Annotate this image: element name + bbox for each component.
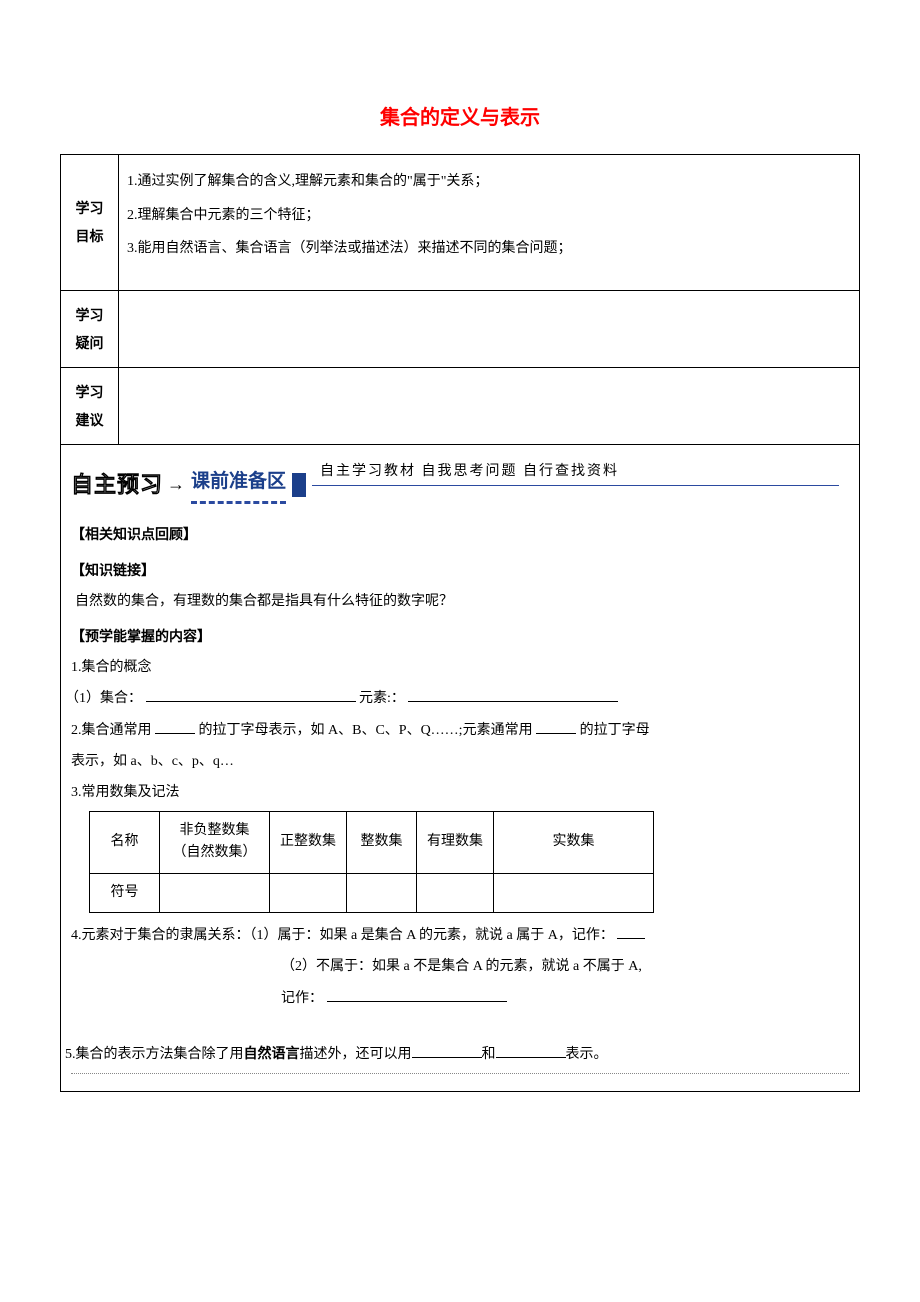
label-goals: 学习 目标 (61, 155, 119, 291)
prep-badge: 自主预习 (71, 465, 163, 505)
label-suggest: 学习 建议 (61, 367, 119, 444)
numsets-row-head: 名称 非负整数集 （自然数集） 正整数集 整数集 有理数集 实数集 (90, 812, 654, 874)
goal-2: 2.理解集合中元素的三个特征； (127, 199, 851, 233)
blank-set (146, 687, 356, 702)
ns-col-1: 正整数集 (270, 812, 347, 874)
ns-col-3: 有理数集 (417, 812, 494, 874)
ns-col-4: 实数集 (494, 812, 654, 874)
row-suggest: 学习 建议 (61, 367, 860, 444)
ns-col-2: 整数集 (347, 812, 417, 874)
goals-cell: 1.通过实例了解集合的含义,理解元素和集合的"属于"关系； 2.理解集合中元素的… (119, 155, 860, 291)
arrow-icon: → (167, 468, 185, 500)
ns-sym-4 (494, 873, 654, 912)
s2-mid: 的拉丁字母表示，如 A、B、C、P、Q……;元素通常用 (199, 723, 533, 738)
s4a-text: 4.元素对于集合的隶属关系：（1）属于：如果 a 是集合 A 的元素，就说 a … (71, 928, 614, 943)
line-1a: （1）集合： 元素:： (65, 686, 849, 711)
sec-review: 【相关知识点回顾】 (71, 522, 849, 547)
ns-sym-1 (270, 873, 347, 912)
blank-latin2 (536, 718, 576, 733)
ns-sym-2 (347, 873, 417, 912)
prep-line (312, 485, 839, 486)
suggest-cell (119, 367, 860, 444)
row-main: 自主预习 → 课前准备区 自主学习教材 自我思考问题 自行查找资料 【相关知识点… (61, 444, 860, 1091)
ns-sym-0 (160, 873, 270, 912)
blank-elem (408, 687, 618, 702)
page-title: 集合的定义与表示 (60, 100, 860, 136)
s2-post: 的拉丁字母 (580, 723, 650, 738)
line-4b: （2）不属于：如果 a 不是集合 A 的元素，就说 a 不属于 A, (71, 954, 849, 979)
line-2b: 表示，如 a、b、c、p、q… (71, 749, 849, 774)
s1a-mid: 元素:： (359, 691, 405, 706)
doubts-cell (119, 290, 860, 367)
link-body: 自然数的集合，有理数的集合都是指具有什么特征的数字呢？ (71, 589, 849, 614)
line-4a: 4.元素对于集合的隶属关系：（1）属于：如果 a 是集合 A 的元素，就说 a … (71, 923, 849, 948)
s1a-pre: （1）集合： (65, 691, 142, 706)
main-cell: 自主预习 → 课前准备区 自主学习教材 自我思考问题 自行查找资料 【相关知识点… (61, 444, 860, 1091)
blank-latin1 (155, 718, 195, 733)
goal-1: 1.通过实例了解集合的含义,理解元素和集合的"属于"关系； (127, 165, 851, 199)
goal-spacer (127, 266, 851, 280)
line-5: 5.集合的表示方法集合除了用自然语言描述外，还可以用 和 表示。 (65, 1041, 849, 1067)
ns-h-name: 名称 (90, 812, 160, 874)
page: 集合的定义与表示 学习 目标 1.通过实例了解集合的含义,理解元素和集合的"属于… (0, 0, 920, 1152)
ns-col-0: 非负整数集 （自然数集） (160, 812, 270, 874)
line-4c: 记作： (71, 986, 849, 1011)
numsets-row-sym: 符号 (90, 873, 654, 912)
prep-banner: 自主预习 → 课前准备区 自主学习教材 自我思考问题 自行查找资料 (71, 465, 849, 505)
goal-3: 3.能用自然语言、集合语言（列举法或描述法）来描述不同的集合问题； (127, 232, 851, 266)
prep-box-icon (292, 473, 306, 497)
footer-rule (71, 1073, 849, 1074)
prep-line-wrap: 自主学习教材 自我思考问题 自行查找资料 (312, 473, 849, 497)
row-goals: 学习 目标 1.通过实例了解集合的含义,理解元素和集合的"属于"关系； 2.理解… (61, 155, 860, 291)
sec-prelearn: 【预学能掌握的内容】 (71, 624, 849, 649)
blank-rep1 (412, 1042, 482, 1057)
line-3: 3.常用数集及记法 (71, 780, 849, 805)
line-1: 1.集合的概念 (71, 655, 849, 680)
s2-pre: 2.集合通常用 (71, 723, 152, 738)
row-doubts: 学习 疑问 (61, 290, 860, 367)
prep-sub: 自主学习教材 自我思考问题 自行查找资料 (320, 459, 619, 484)
s5-post: 表示。 (566, 1047, 608, 1062)
outer-table: 学习 目标 1.通过实例了解集合的含义,理解元素和集合的"属于"关系； 2.理解… (60, 154, 860, 1092)
s5-mid1: 描述外，还可以用 (300, 1047, 412, 1062)
blank-belong (617, 924, 645, 939)
s5-pre: 5.集合的表示方法集合除了用 (65, 1047, 244, 1062)
s5-mid2: 和 (482, 1047, 496, 1062)
prep-title: 课前准备区 (191, 465, 286, 504)
ns-sym-3 (417, 873, 494, 912)
ns-sym-name: 符号 (90, 873, 160, 912)
s5-bold: 自然语言 (244, 1045, 300, 1061)
blank-notbelong (327, 986, 507, 1001)
label-doubts: 学习 疑问 (61, 290, 119, 367)
spacer-4-5 (71, 1017, 849, 1035)
blank-rep2 (496, 1042, 566, 1057)
line-2: 2.集合通常用 的拉丁字母表示，如 A、B、C、P、Q……;元素通常用 的拉丁字… (71, 718, 849, 743)
numsets-table: 名称 非负整数集 （自然数集） 正整数集 整数集 有理数集 实数集 符号 (89, 811, 654, 913)
sec-link: 【知识链接】 (71, 558, 849, 583)
s4c-pre: 记作： (281, 991, 323, 1006)
